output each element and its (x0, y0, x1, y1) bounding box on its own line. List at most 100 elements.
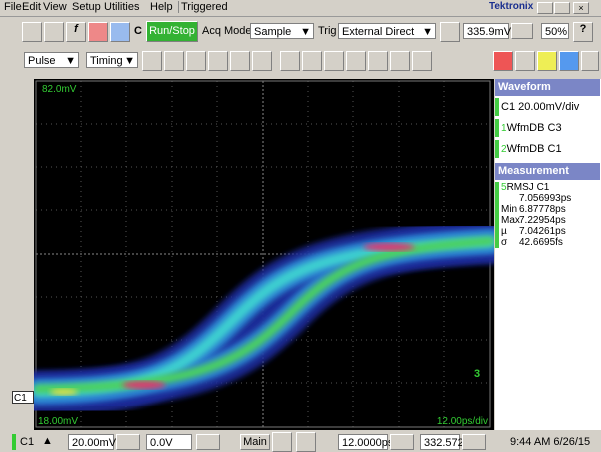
item-label: WfmDB C3 (506, 122, 562, 134)
item-label: WfmDB C1 (506, 143, 562, 155)
bottom-scale-label: 18.00mV (38, 416, 78, 427)
trig-slope-icon[interactable] (440, 22, 460, 42)
trig-label: Trig (318, 25, 337, 37)
math-icon[interactable]: f (66, 22, 86, 42)
status-bar: C1 ▲ 20.00mV 0.0V Main 12.0000ps 332.572… (0, 432, 601, 452)
trig-source-value: External Direct (342, 26, 415, 38)
menu-bar: File Edit View Setup Utilities Help Trig… (0, 0, 601, 17)
menu-item[interactable]: Edit (22, 1, 41, 13)
measure-icon[interactable] (324, 51, 344, 71)
stat-label: µ (501, 226, 507, 237)
stat-label: Max (501, 215, 520, 226)
timebase-label: 12.00ps/div (437, 416, 488, 427)
toolbar-measure: Pulse ▼ Timing ▼ (0, 48, 601, 74)
measure-icon[interactable] (346, 51, 366, 71)
measurement-name: RMSJ C1 (506, 182, 550, 193)
offset-field[interactable]: 0.0V (146, 434, 192, 450)
spin-button[interactable] (196, 434, 220, 450)
menu-item[interactable]: Help (150, 1, 173, 13)
measure-icon[interactable] (412, 51, 432, 71)
channel-marker[interactable]: C1 (12, 391, 34, 404)
stat-value: 7.22954ps (519, 215, 566, 226)
toolbar: f C Run/Stop Acq Mode Sample ▼ Trig Exter… (0, 18, 601, 46)
measure-icon[interactable] (252, 51, 272, 71)
zoom-out-icon[interactable] (296, 432, 316, 452)
waveform-item[interactable]: 1WfmDB C3 (495, 119, 600, 137)
record-field[interactable]: 332.572 (420, 434, 464, 450)
brand-logo: Tektronix (489, 1, 534, 12)
menu-item[interactable]: File (4, 1, 22, 13)
measure-icon[interactable] (368, 51, 388, 71)
spin-button[interactable] (462, 434, 486, 450)
channel-color (12, 434, 16, 450)
channel-up-arrow[interactable]: ▲ (42, 435, 53, 447)
stat-label: Min (501, 204, 518, 215)
measurement-block[interactable]: 5RMSJ C1 7.056993ps Min 6.87778ps Max7.22… (495, 182, 601, 248)
minimize-button[interactable] (537, 2, 553, 14)
spin-button[interactable] (390, 434, 414, 450)
waveform-marker: 3 (474, 368, 480, 380)
waveform-display: 82.0mV 18.00mV 12.00ps/div 3 (34, 79, 494, 430)
menu-item[interactable]: Utilities (104, 1, 140, 13)
acq-mode-dropdown[interactable]: Sample ▼ (250, 23, 314, 39)
measure-icon[interactable] (208, 51, 228, 71)
view-icon[interactable] (559, 51, 579, 71)
measure-icon[interactable] (390, 51, 410, 71)
measurement-index: 5 (501, 182, 507, 193)
clock: 9:44 AM 6/26/15 (510, 436, 591, 448)
waveform-density (34, 220, 494, 417)
waveform-header: Waveform (495, 79, 600, 96)
item-index: 2 (501, 144, 507, 155)
timing-value: Timing (90, 55, 123, 67)
measure-icon[interactable] (302, 51, 322, 71)
trig-source-dropdown[interactable]: External Direct ▼ (338, 23, 436, 39)
measurement-value: 7.056993ps (519, 193, 572, 204)
scale-readout: C1 20.00mV/div (495, 98, 600, 116)
zoom-in-icon[interactable] (272, 432, 292, 452)
measure-icon[interactable] (280, 51, 300, 71)
timing-dropdown[interactable]: Timing ▼ (86, 52, 138, 68)
channel-icon[interactable] (110, 22, 130, 42)
view-icon[interactable] (581, 51, 599, 71)
view-icon[interactable] (515, 51, 535, 71)
menu-item[interactable]: View (43, 1, 67, 13)
measure-icon[interactable] (230, 51, 250, 71)
restore-button[interactable] (554, 2, 570, 14)
side-panel: Waveform C1 20.00mV/div 1WfmDB C3 2WfmDB… (495, 79, 601, 430)
scale-field[interactable]: 20.00mV (68, 434, 116, 450)
stat-value: 42.6695fs (519, 237, 563, 248)
acq-mode-label: Acq Mode (202, 25, 252, 37)
tools-icon[interactable] (44, 22, 64, 42)
acq-mode-value: Sample (254, 26, 292, 38)
help-button[interactable]: ? (573, 22, 593, 42)
menu-item[interactable]: Setup (72, 1, 101, 13)
pulse-value: Pulse (28, 55, 56, 67)
stat-value: 6.87778ps (519, 204, 566, 215)
view-icon[interactable] (537, 51, 557, 71)
view-icon[interactable] (493, 51, 513, 71)
close-button[interactable]: × (573, 2, 589, 14)
measure-icon[interactable] (164, 51, 184, 71)
spin-button[interactable] (116, 434, 140, 450)
waveform-item[interactable]: 2WfmDB C1 (495, 140, 600, 158)
top-scale-label: 82.0mV (42, 84, 77, 95)
spin-button[interactable] (511, 23, 533, 39)
stat-label: σ (501, 237, 508, 248)
print-icon[interactable] (22, 22, 42, 42)
measure-icon[interactable] (142, 51, 162, 71)
timebase-button[interactable]: Main (240, 434, 270, 450)
measure-icon[interactable] (186, 51, 206, 71)
run-stop-button[interactable]: Run/Stop (146, 21, 198, 42)
zoom-field[interactable]: 50% (541, 23, 569, 39)
pulse-dropdown[interactable]: Pulse ▼ (24, 52, 79, 68)
trig-level-field[interactable]: 335.9mV (463, 23, 511, 39)
stat-value: 7.04261ps (519, 226, 566, 237)
trigger-status: Triggered (178, 1, 228, 13)
measurement-header: Measurement (495, 163, 600, 180)
item-index: 1 (501, 123, 507, 134)
waveform-icon[interactable] (88, 22, 108, 42)
channel-label: C1 (20, 436, 35, 448)
c-label: C (134, 25, 142, 37)
position-field[interactable]: 12.0000ps (338, 434, 393, 450)
